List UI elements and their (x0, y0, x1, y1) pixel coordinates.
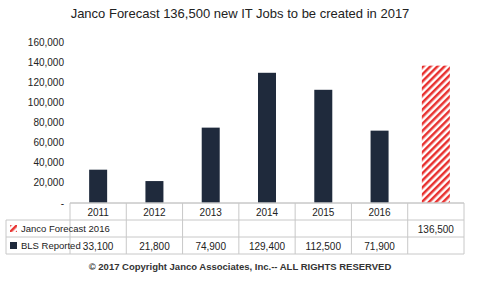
table-rule (295, 203, 296, 254)
y-tick-label: - (61, 198, 64, 209)
table-value: 71,900 (364, 241, 395, 252)
y-tick (67, 62, 70, 63)
legend-label: Janco Forecast 2016 (21, 223, 110, 234)
y-tick-label: 20,000 (33, 177, 64, 188)
table-value: 129,400 (249, 241, 286, 252)
table-value: 136,500 (418, 224, 455, 235)
table-rule (182, 203, 183, 254)
x-tick-label: 2016 (368, 207, 391, 218)
bar (371, 131, 389, 203)
table-rule (6, 220, 7, 254)
y-tick (67, 182, 70, 183)
legend-label: BLS Reported (21, 240, 81, 251)
table-rule (238, 203, 239, 254)
y-tick (67, 82, 70, 83)
x-tick-label: 2012 (143, 207, 166, 218)
table-rule (6, 237, 464, 238)
bar (314, 90, 332, 203)
table-rule (351, 203, 352, 254)
y-tick-label: 80,000 (33, 117, 64, 128)
table-value: 21,800 (139, 241, 170, 252)
table-value: 33,100 (83, 241, 114, 252)
legend-key (10, 225, 17, 232)
y-tick (67, 122, 70, 123)
bar (145, 181, 163, 203)
x-tick-label: 2015 (312, 207, 335, 218)
table-rule (126, 203, 127, 254)
table-rule (464, 203, 465, 254)
legend-key (10, 242, 17, 249)
y-tick-label: 140,000 (28, 57, 65, 68)
chart-root: Janco Forecast 136,500 new IT Jobs to be… (0, 0, 480, 288)
x-tick-label: 2011 (87, 207, 109, 218)
baseline (70, 203, 464, 204)
title: Janco Forecast 136,500 new IT Jobs to be… (71, 6, 410, 21)
table-rule (70, 203, 464, 204)
bars (89, 66, 450, 203)
y-tick (67, 42, 70, 43)
table-value: 112,500 (306, 241, 342, 252)
bar (258, 73, 276, 203)
y-tick-label: 160,000 (28, 37, 65, 48)
y-tick (67, 102, 70, 103)
y-tick (67, 162, 70, 163)
y-tick-label: 40,000 (33, 157, 64, 168)
x-tick-label: 2013 (200, 207, 223, 218)
bar (202, 128, 220, 203)
x-tick-label: 2014 (256, 207, 279, 218)
y-tick-label: 120,000 (28, 77, 65, 88)
table-rule (407, 203, 408, 254)
bar (422, 66, 450, 203)
footer: © 2017 Copyright Janco Associates, Inc.-… (89, 261, 392, 272)
table-rule (6, 220, 464, 221)
chart: Janco Forecast 136,500 new IT Jobs to be… (0, 0, 480, 288)
bar (89, 170, 107, 203)
y-tick (67, 142, 70, 143)
table-rule (6, 254, 464, 255)
y-tick-label: 100,000 (28, 97, 65, 108)
y-tick-label: 60,000 (33, 137, 64, 148)
table-value: 74,900 (195, 241, 226, 252)
